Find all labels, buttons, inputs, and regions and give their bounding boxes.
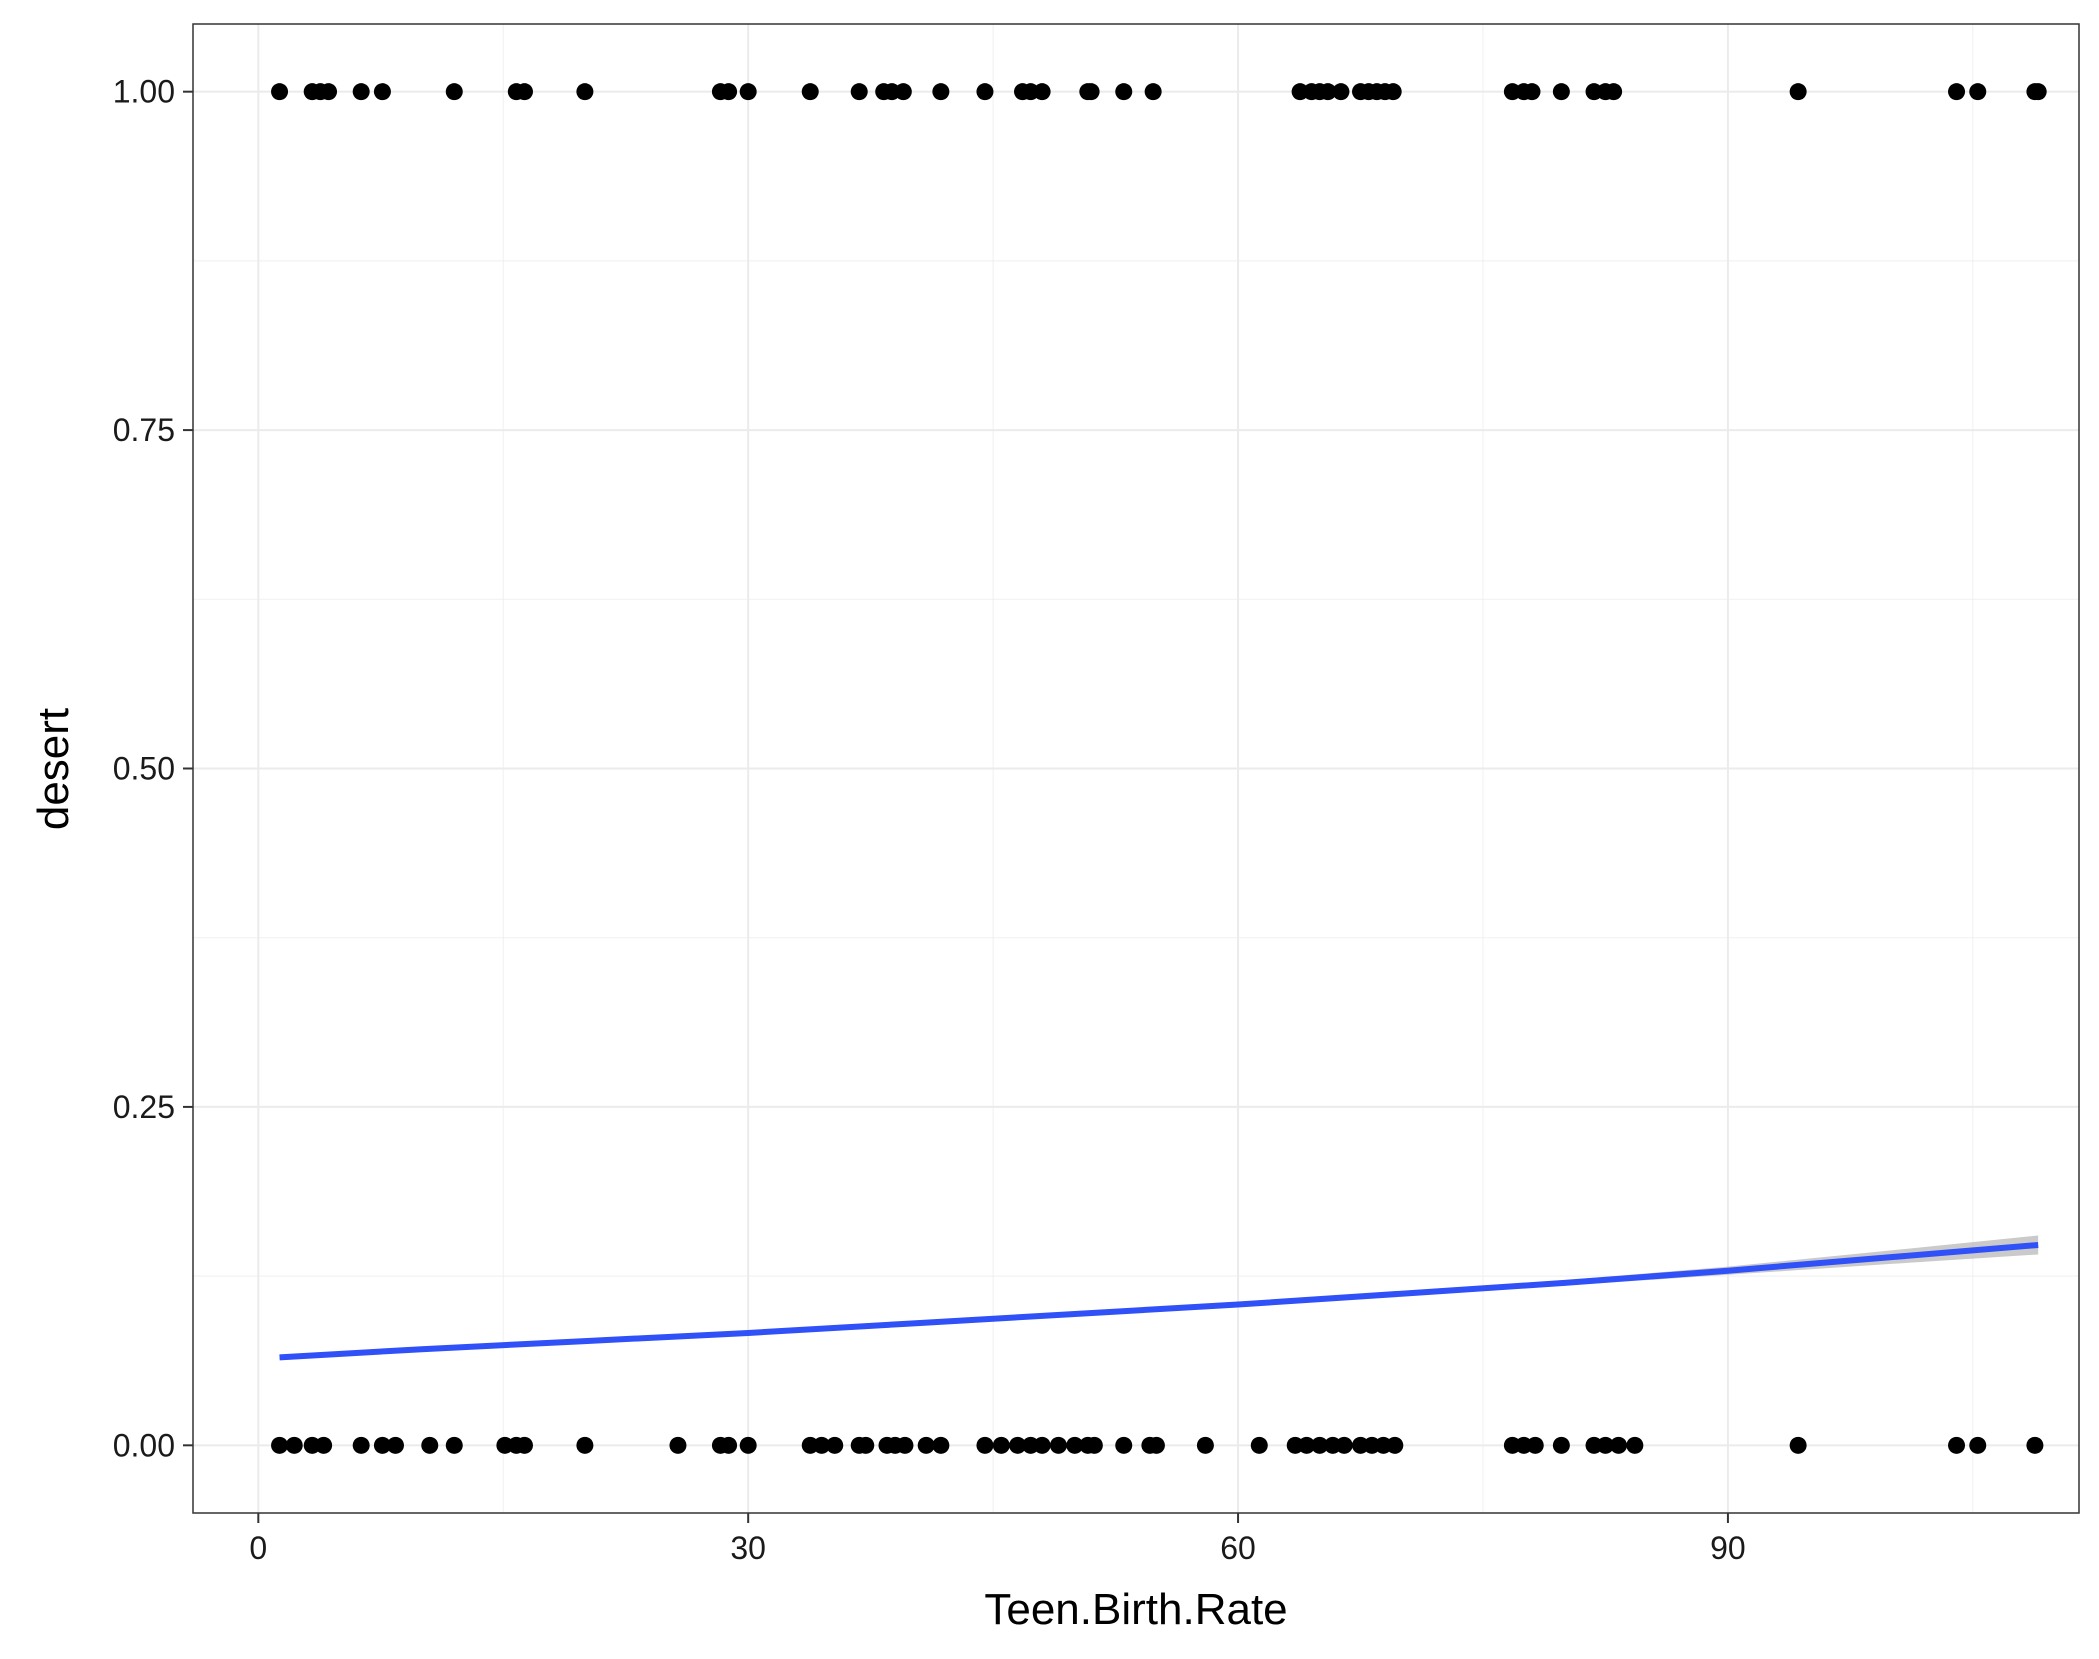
data-point [720, 83, 738, 101]
data-point [1626, 1436, 1644, 1454]
data-point [1196, 1436, 1214, 1454]
data-point [857, 1436, 875, 1454]
data-point [1144, 83, 1162, 101]
data-point [1115, 1436, 1133, 1454]
points-layer [271, 83, 2047, 1454]
data-point [1311, 1436, 1329, 1454]
data-point [285, 1436, 303, 1454]
data-point [445, 83, 463, 101]
x-tick-label: 60 [1220, 1530, 1256, 1566]
fit-line-layer [279, 1241, 2039, 1361]
data-point [576, 1436, 594, 1454]
data-point [1115, 83, 1133, 101]
data-point [932, 1436, 950, 1454]
data-point [1948, 1436, 1966, 1454]
data-point [1298, 1436, 1316, 1454]
y-tick-label: 1.00 [113, 74, 175, 110]
data-point [1147, 1436, 1165, 1454]
data-point [1605, 83, 1623, 101]
data-point [801, 83, 819, 101]
data-point [386, 1436, 404, 1454]
data-point [917, 1436, 935, 1454]
data-point [1082, 83, 1100, 101]
x-tick-label: 0 [249, 1530, 267, 1566]
data-point [315, 1436, 333, 1454]
data-point [1335, 1436, 1353, 1454]
data-point [1789, 83, 1807, 101]
x-axis-title: Teen.Birth.Rate [984, 1585, 1287, 1634]
data-point [373, 83, 391, 101]
data-point [739, 83, 757, 101]
data-point [271, 83, 289, 101]
x-axis: 0 30 60 90 [249, 1513, 1746, 1566]
y-axis-title: desert [29, 708, 78, 830]
data-point [894, 83, 912, 101]
data-point [1526, 1436, 1544, 1454]
y-axis: 0.00 0.25 0.50 0.75 1.00 [113, 74, 193, 1463]
data-point [421, 1436, 439, 1454]
data-point [813, 1436, 831, 1454]
data-point [352, 1436, 370, 1454]
data-point [1789, 1436, 1807, 1454]
data-point [976, 1436, 994, 1454]
fit-line [279, 1241, 2039, 1361]
data-point [992, 1436, 1010, 1454]
data-point [2026, 1436, 2044, 1454]
y-tick-label: 0.25 [113, 1089, 175, 1125]
data-point [1332, 83, 1350, 101]
data-point [1610, 1436, 1628, 1454]
data-point [896, 1436, 914, 1454]
y-tick-label: 0.50 [113, 751, 175, 787]
data-point [1033, 83, 1051, 101]
data-point [976, 83, 994, 101]
data-point [1969, 83, 1987, 101]
data-point [1384, 83, 1402, 101]
data-point [826, 1436, 844, 1454]
data-point [1085, 1436, 1103, 1454]
data-point [1969, 1436, 1987, 1454]
data-point [515, 83, 533, 101]
data-point [1523, 83, 1541, 101]
data-point [669, 1436, 687, 1454]
data-point [2029, 83, 2047, 101]
data-point [1009, 1436, 1027, 1454]
data-point [1948, 83, 1966, 101]
data-point [352, 83, 370, 101]
data-point [1250, 1436, 1268, 1454]
data-point [720, 1436, 738, 1454]
data-point [515, 1436, 533, 1454]
data-point [1596, 1436, 1614, 1454]
x-tick-label: 90 [1710, 1530, 1746, 1566]
data-point [445, 1436, 463, 1454]
x-tick-label: 30 [730, 1530, 766, 1566]
data-point [271, 1436, 289, 1454]
data-point [373, 1436, 391, 1454]
data-point [739, 1436, 757, 1454]
grid-major [193, 24, 2079, 1513]
data-point [1386, 1436, 1404, 1454]
data-point [1319, 83, 1337, 101]
data-point [1049, 1436, 1067, 1454]
data-point [1552, 83, 1570, 101]
y-tick-label: 0.75 [113, 412, 175, 448]
data-point [850, 83, 868, 101]
data-point [576, 83, 594, 101]
data-point [1552, 1436, 1570, 1454]
data-point [1033, 1436, 1051, 1454]
y-tick-label: 0.00 [113, 1427, 175, 1463]
data-point [932, 83, 950, 101]
data-point [1066, 1436, 1084, 1454]
data-point [320, 83, 338, 101]
